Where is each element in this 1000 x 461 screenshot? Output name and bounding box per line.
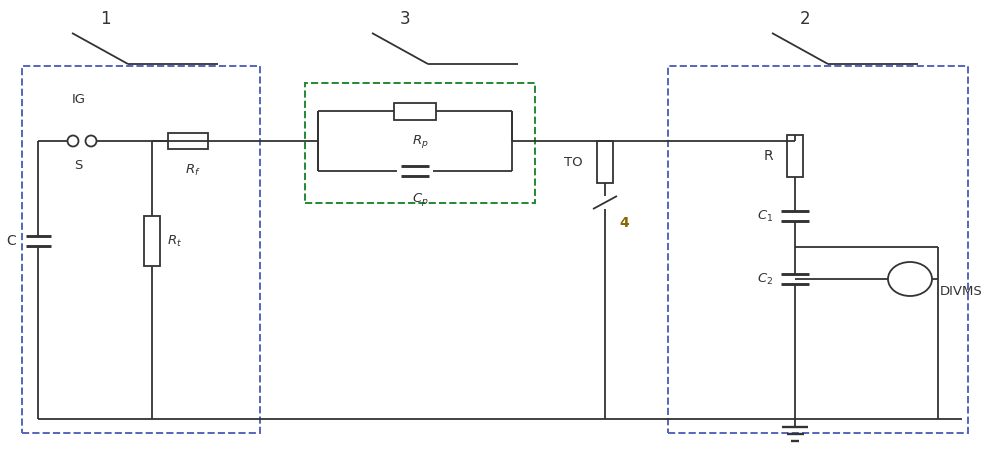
Text: S: S xyxy=(74,159,82,172)
Text: $C_p$: $C_p$ xyxy=(412,191,428,208)
Ellipse shape xyxy=(888,262,932,296)
Text: DIVMS: DIVMS xyxy=(940,285,983,298)
Text: TO: TO xyxy=(564,155,583,169)
Bar xyxy=(787,135,803,177)
Text: R: R xyxy=(763,149,773,163)
Text: 2: 2 xyxy=(800,10,810,28)
Bar xyxy=(168,133,208,149)
Text: $C_2$: $C_2$ xyxy=(757,272,773,287)
Bar xyxy=(394,102,436,119)
Text: $C_1$: $C_1$ xyxy=(757,208,773,224)
Bar xyxy=(597,141,613,183)
Text: $R_f$: $R_f$ xyxy=(185,163,201,178)
Text: 1: 1 xyxy=(100,10,110,28)
Text: 3: 3 xyxy=(400,10,410,28)
Text: 4: 4 xyxy=(619,216,629,230)
Text: $R_t$: $R_t$ xyxy=(167,233,182,248)
Text: C: C xyxy=(6,234,16,248)
Bar xyxy=(144,216,160,266)
Text: $R_p$: $R_p$ xyxy=(412,133,428,150)
Bar xyxy=(305,83,535,203)
Text: IG: IG xyxy=(72,93,86,106)
Bar xyxy=(668,66,968,433)
Bar xyxy=(22,66,260,433)
